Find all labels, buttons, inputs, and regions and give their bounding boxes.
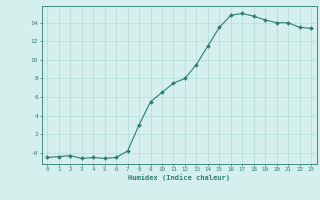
X-axis label: Humidex (Indice chaleur): Humidex (Indice chaleur) [128,174,230,181]
